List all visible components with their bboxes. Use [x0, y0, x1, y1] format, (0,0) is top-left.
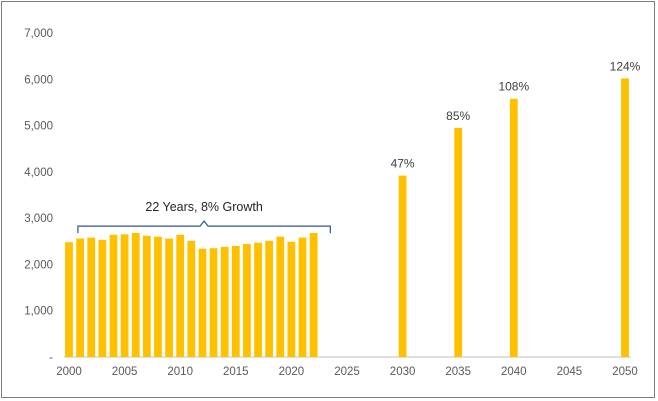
y-tick-label: 1,000: [24, 306, 53, 318]
bar: [309, 232, 318, 357]
x-tick-label: 2045: [557, 366, 583, 378]
bar: [176, 234, 185, 357]
bar: [165, 238, 173, 357]
bar: [265, 240, 274, 357]
data-label: 108%: [498, 80, 529, 94]
bar: [454, 127, 463, 357]
x-tick-label: 2005: [112, 366, 138, 378]
bar: [220, 246, 229, 357]
x-tick-label: 2050: [612, 366, 638, 378]
bar: [87, 237, 96, 357]
bar: [109, 234, 118, 357]
x-tick-label: 2020: [279, 366, 305, 378]
bar: [187, 240, 196, 357]
data-label: 85%: [446, 109, 470, 123]
y-tick-label: 3,000: [24, 213, 53, 225]
bar: [398, 175, 407, 357]
bar: [254, 242, 262, 357]
bar: [154, 236, 162, 357]
bar: [65, 242, 73, 357]
y-tick-label: 5,000: [24, 121, 53, 133]
x-tick-label: 2040: [501, 366, 527, 378]
x-tick-label: 2030: [390, 366, 416, 378]
y-tick-label: 7,000: [24, 28, 53, 40]
growth-brace: [77, 220, 331, 234]
bar: [142, 235, 151, 357]
x-tick-label: 2015: [223, 366, 249, 378]
bar: [243, 244, 251, 357]
bar: [509, 98, 518, 358]
bar: [98, 239, 107, 357]
x-tick-label: 2025: [334, 366, 360, 378]
bar: [276, 236, 285, 357]
bar: [120, 234, 129, 357]
y-tick-label: 6,000: [24, 74, 53, 86]
x-tick-label: 2035: [445, 366, 471, 378]
y-tick-label: 4,000: [24, 167, 53, 179]
bar: [76, 238, 85, 357]
bar: [231, 245, 240, 357]
growth-annotation: 22 Years, 8% Growth: [145, 200, 262, 214]
data-label: 47%: [391, 157, 415, 171]
bar: [298, 237, 307, 357]
x-tick-label: 2010: [167, 366, 193, 378]
x-tick-label: 2000: [56, 366, 82, 378]
bar: [287, 241, 296, 357]
bar: [621, 78, 629, 358]
bar: [131, 232, 140, 357]
bar: [198, 248, 207, 357]
data-label: 124%: [610, 59, 641, 73]
bar: [209, 248, 218, 357]
y-tick-label: 2,000: [24, 259, 53, 271]
y-tick-label: -: [49, 352, 53, 364]
